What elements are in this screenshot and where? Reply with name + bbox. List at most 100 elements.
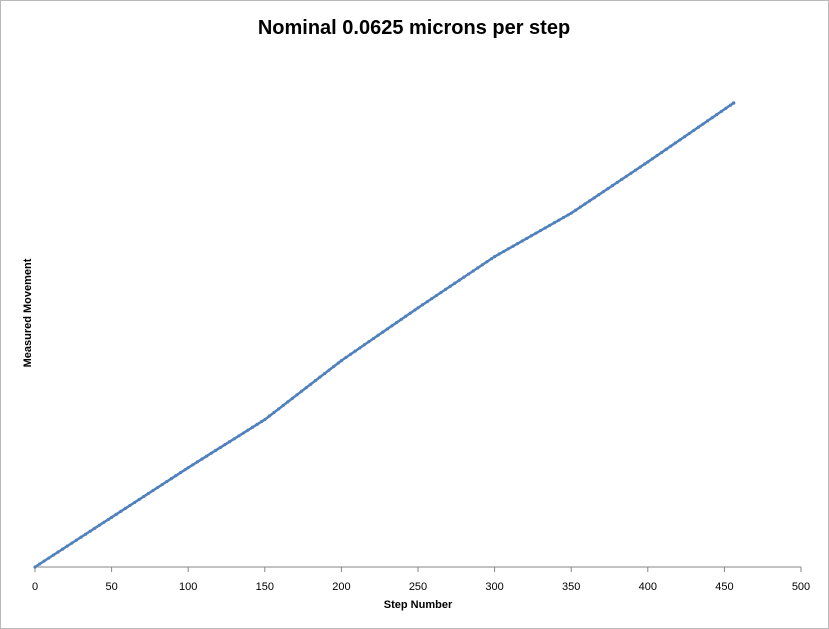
x-tick-label: 350 bbox=[562, 581, 580, 593]
series-point bbox=[70, 541, 74, 545]
series-point bbox=[597, 193, 601, 197]
series-point bbox=[655, 154, 659, 158]
series-point bbox=[719, 109, 723, 114]
series-point bbox=[110, 515, 114, 519]
series-point bbox=[466, 272, 471, 276]
series-point bbox=[489, 257, 494, 261]
series-point bbox=[538, 228, 543, 233]
series-point bbox=[731, 101, 736, 105]
series-point bbox=[348, 352, 353, 356]
series-point bbox=[146, 491, 150, 496]
series-point bbox=[267, 414, 271, 418]
series-point bbox=[420, 303, 425, 307]
series-point bbox=[237, 434, 241, 438]
series-point bbox=[318, 375, 322, 379]
series-point bbox=[569, 211, 573, 215]
series-point bbox=[606, 186, 610, 191]
series-point bbox=[659, 150, 664, 155]
series-point bbox=[33, 565, 37, 569]
series-point bbox=[174, 474, 178, 478]
series-point bbox=[485, 260, 489, 264]
series-point bbox=[592, 196, 596, 200]
series-point bbox=[692, 128, 696, 132]
series-point bbox=[227, 440, 232, 444]
series-point bbox=[620, 177, 624, 181]
series-point bbox=[705, 119, 710, 123]
series-point bbox=[56, 550, 60, 554]
x-tick-label: 300 bbox=[485, 581, 503, 593]
series-point bbox=[246, 428, 250, 432]
series-point bbox=[416, 306, 420, 310]
x-tick-label: 50 bbox=[105, 581, 117, 593]
series-point bbox=[543, 226, 547, 230]
series-point bbox=[453, 281, 457, 285]
series-point bbox=[204, 454, 209, 458]
series-point bbox=[629, 171, 633, 175]
series-point bbox=[578, 205, 582, 209]
series-point bbox=[552, 221, 556, 225]
series-point bbox=[88, 529, 92, 533]
chart-title: Nominal 0.0625 microns per step bbox=[258, 17, 570, 39]
series-point bbox=[209, 451, 213, 455]
series-point bbox=[339, 359, 343, 363]
series-point bbox=[643, 162, 647, 166]
series-point bbox=[715, 112, 719, 117]
series-point bbox=[646, 160, 650, 164]
series-point bbox=[471, 269, 475, 273]
x-tick-label: 200 bbox=[332, 581, 350, 593]
series-point bbox=[633, 168, 638, 172]
series-point bbox=[313, 379, 317, 383]
series-point bbox=[332, 364, 336, 369]
series-point bbox=[682, 135, 687, 139]
series-point bbox=[183, 468, 187, 472]
series-point bbox=[286, 400, 290, 404]
series-point bbox=[304, 386, 308, 390]
series-point bbox=[448, 284, 452, 288]
series-point bbox=[79, 535, 83, 539]
series-point bbox=[137, 497, 141, 502]
x-ticks: 0 50 100 150 200 250 300 350 400 450 500 bbox=[32, 567, 810, 593]
series-point bbox=[119, 509, 123, 513]
series-point bbox=[214, 448, 218, 452]
x-tick-label: 400 bbox=[639, 581, 657, 593]
series-point bbox=[381, 330, 385, 334]
series-point bbox=[322, 371, 327, 376]
series-point bbox=[60, 547, 65, 551]
series-point bbox=[371, 336, 376, 341]
series-point bbox=[601, 190, 605, 194]
x-tick-label: 100 bbox=[179, 581, 197, 593]
series-layer bbox=[33, 101, 736, 569]
series-point bbox=[358, 346, 362, 350]
series-point bbox=[276, 407, 281, 411]
series-point bbox=[587, 199, 592, 203]
series-point bbox=[638, 165, 642, 169]
series-point bbox=[336, 361, 340, 365]
series-point bbox=[123, 506, 127, 511]
series-point bbox=[610, 183, 615, 188]
series-point bbox=[151, 488, 155, 493]
series-point bbox=[408, 311, 412, 315]
series-point bbox=[97, 523, 101, 527]
series-point bbox=[673, 141, 677, 145]
series-point bbox=[443, 287, 448, 292]
series-point bbox=[74, 538, 78, 542]
series-point bbox=[200, 457, 204, 461]
series-point bbox=[263, 417, 267, 422]
series-point bbox=[385, 327, 389, 331]
series-point bbox=[169, 477, 173, 481]
series-point bbox=[566, 213, 570, 217]
series-point bbox=[327, 368, 331, 372]
series-point bbox=[476, 266, 480, 270]
series-point bbox=[142, 494, 146, 499]
series-point bbox=[250, 425, 255, 429]
series-point bbox=[515, 241, 520, 246]
series-point bbox=[165, 479, 169, 484]
series-point bbox=[255, 422, 259, 426]
series-point bbox=[128, 503, 132, 508]
series-point bbox=[260, 419, 264, 424]
series-point bbox=[65, 544, 69, 548]
series-point bbox=[439, 290, 443, 295]
series-point bbox=[295, 393, 299, 397]
